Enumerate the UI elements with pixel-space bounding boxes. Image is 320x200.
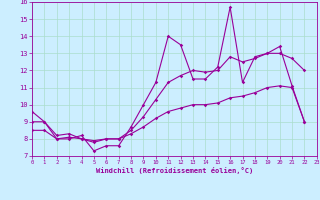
X-axis label: Windchill (Refroidissement éolien,°C): Windchill (Refroidissement éolien,°C): [96, 167, 253, 174]
